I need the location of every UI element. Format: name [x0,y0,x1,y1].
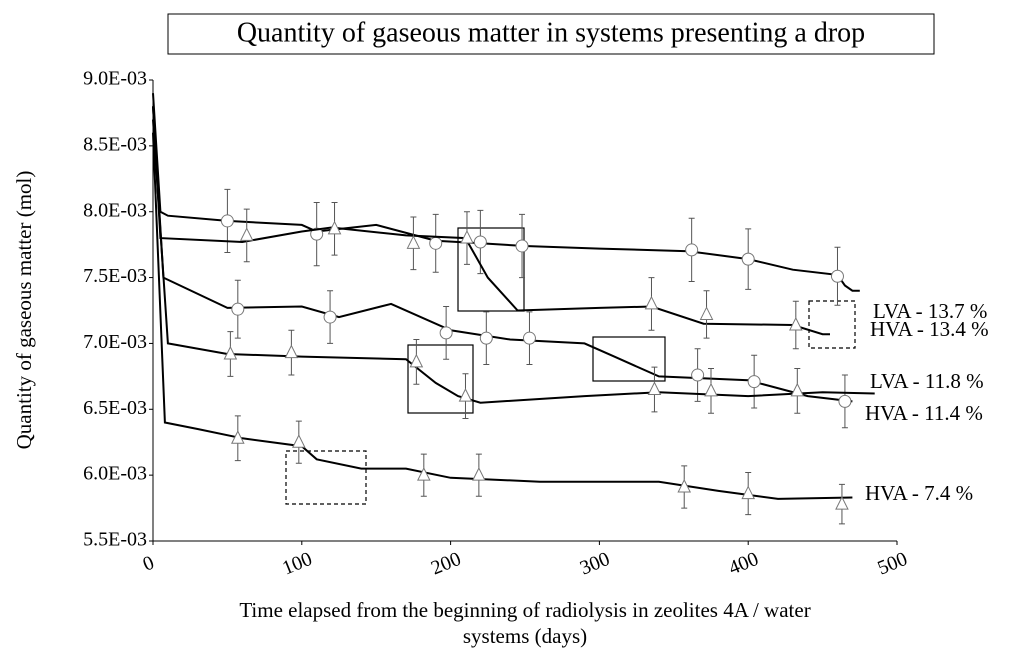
series-line [152,106,830,336]
series-label: LVA - 13.7 % [873,299,987,323]
marker [473,235,487,249]
marker [644,295,659,310]
marker [239,227,254,241]
marker [458,387,473,402]
marker [231,430,245,444]
marker [429,236,443,250]
x-tick-label: 200 [428,548,464,580]
marker [220,214,234,228]
marker [838,394,852,408]
marker [685,243,699,257]
marker [677,478,692,493]
marker [223,345,238,360]
marker [472,467,486,481]
marker [327,220,342,235]
marker [647,381,662,396]
series-line [152,119,875,404]
series-label: HVA - 7.4 % [865,481,973,505]
y-tick-label: 9.0E-03 [83,68,147,90]
y-tick-label: 7.5E-03 [83,265,147,287]
y-tick-label: 8.0E-03 [83,199,147,221]
marker [310,227,324,241]
marker [406,235,421,249]
marker [747,375,761,389]
annotation-box [592,336,666,382]
x-axis-label: systems (days) [463,624,587,648]
y-tick-label: 8.5E-03 [83,133,147,155]
marker [231,302,245,316]
marker [835,496,849,510]
marker [789,316,803,331]
y-tick-label: 6.0E-03 [83,463,147,485]
x-axis-label: Time elapsed from the beginning of radio… [239,598,810,622]
title-box [167,13,935,55]
marker [741,252,755,266]
marker [439,326,453,340]
marker [741,485,756,500]
annotation-box [457,227,525,312]
annotation-box [285,450,367,505]
series-label: HVA - 11.4 % [865,401,983,425]
x-tick-label: 400 [726,548,762,580]
marker [704,382,718,397]
marker [460,229,474,244]
marker [417,467,431,481]
marker [522,331,536,345]
marker [292,434,306,448]
y-axis-label: Quantity of gaseous matter (mol) [12,171,36,450]
annotation-boxes [285,227,856,505]
x-tick-label: 0 [140,552,158,576]
marker [479,331,493,345]
x-tick-label: 300 [577,548,613,580]
x-tick-label: 100 [279,548,315,580]
y-tick-label: 6.5E-03 [83,397,147,419]
marker [323,310,337,324]
chart-title: Quantity of gaseous matter in systems pr… [237,17,865,48]
marker [830,269,844,283]
series-label: LVA - 11.8 % [870,369,984,393]
marker [699,306,714,320]
x-tick-label: 500 [874,548,910,580]
marker [790,382,805,397]
marker [515,239,529,253]
annotation-box [808,300,856,349]
series-line [152,132,853,500]
marker [284,344,299,359]
y-tick-label: 7.0E-03 [83,331,147,353]
marker [409,353,424,368]
marker [691,368,705,382]
y-tick-label: 5.5E-03 [83,529,147,551]
series-label: HVA - 13.4 % [870,317,989,341]
annotation-box [407,344,474,414]
